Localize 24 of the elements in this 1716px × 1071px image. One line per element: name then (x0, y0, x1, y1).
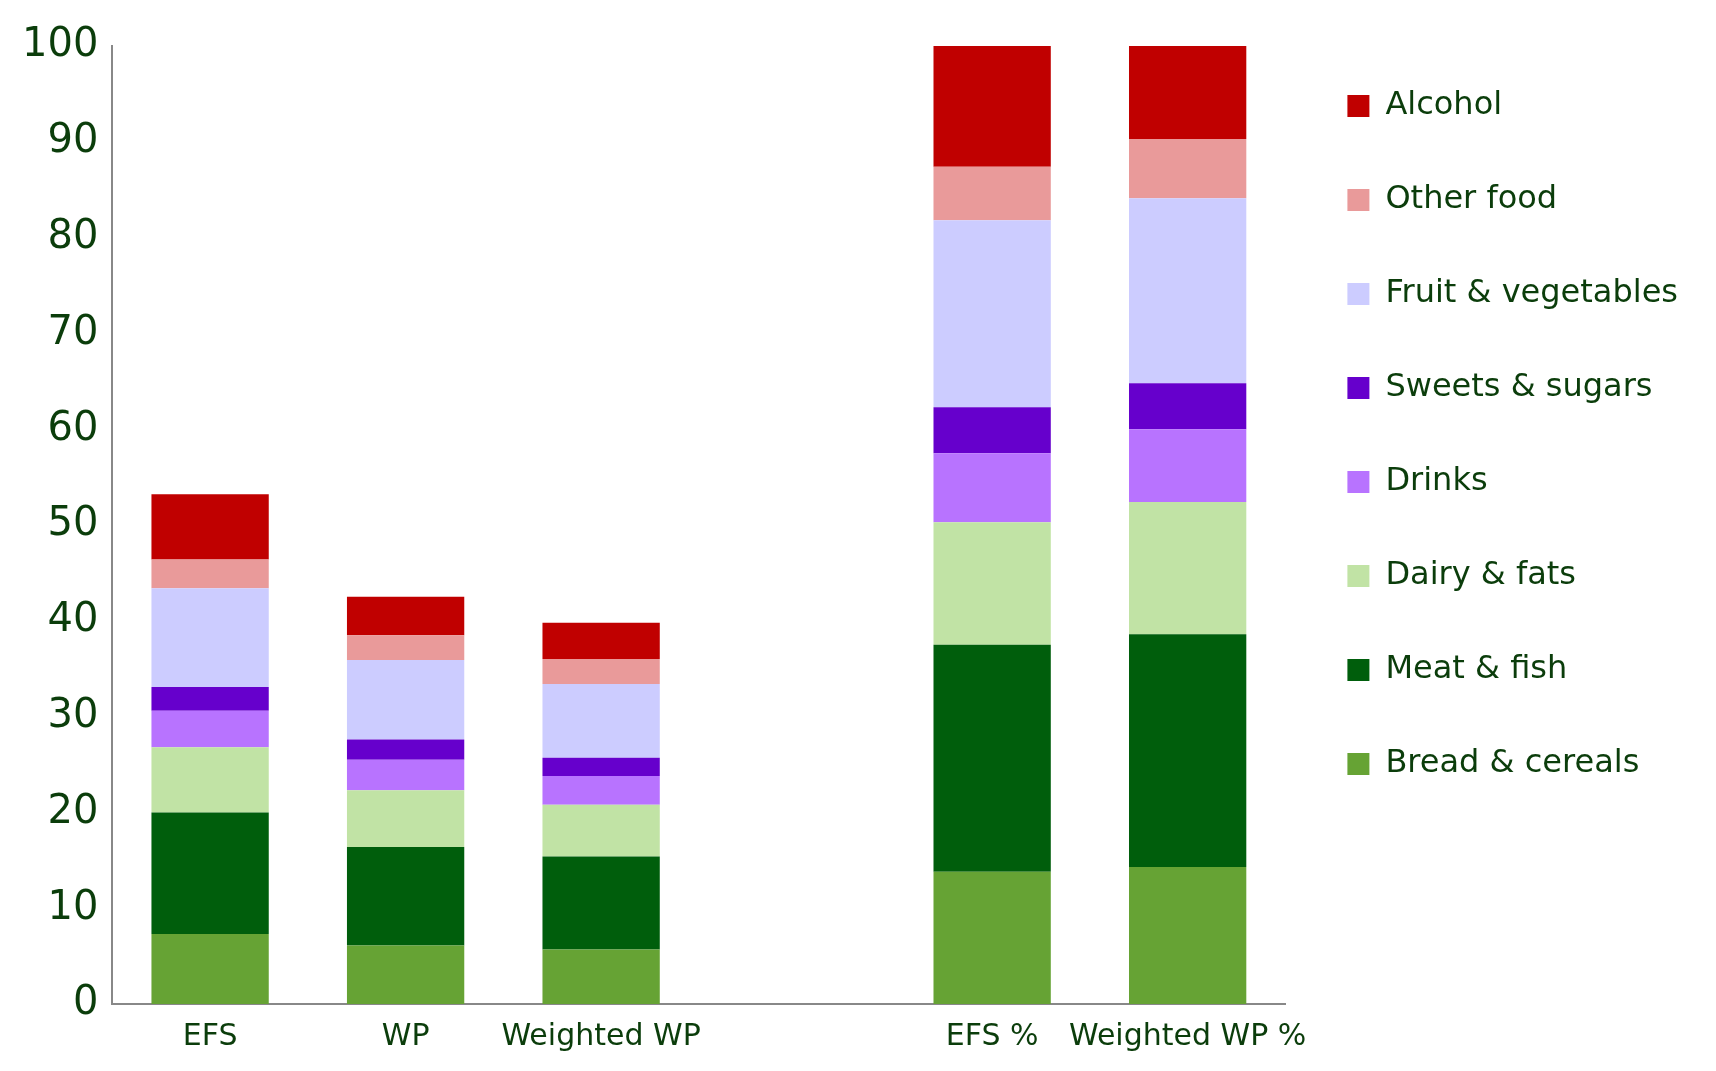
y-tick-label: 70 (47, 306, 99, 353)
x-tick-label: Weighted WP (501, 1016, 701, 1052)
y-tick-label: 90 (47, 115, 99, 162)
legend-label: Fruit & vegetables (1385, 272, 1678, 311)
x-tick-label: EFS % (945, 1016, 1039, 1052)
x-tick-label: EFS (182, 1016, 238, 1052)
legend-label: Meat & fish (1385, 648, 1568, 687)
legend-label: Other food (1385, 178, 1558, 217)
y-tick-label: 40 (47, 594, 99, 641)
x-tick-label: Weighted WP % (1068, 1016, 1307, 1052)
y-tick-label: 50 (47, 498, 99, 545)
legend-label: Alcohol (1385, 84, 1503, 123)
legend-label: Drinks (1385, 460, 1488, 499)
y-tick-label: 60 (47, 402, 99, 449)
y-tick-label: 20 (47, 785, 99, 832)
y-tick-label: 100 (21, 19, 99, 66)
y-tick-label: 10 (47, 881, 99, 928)
y-tick-label: 30 (47, 689, 99, 736)
legend-label: Dairy & fats (1385, 554, 1577, 593)
legend-label: Bread & cereals (1385, 742, 1640, 781)
x-tick-label: WP (381, 1016, 430, 1052)
y-tick-label: 80 (47, 210, 99, 257)
y-tick-label: 0 (72, 977, 99, 1024)
legend-label: Sweets & sugars (1385, 366, 1653, 405)
